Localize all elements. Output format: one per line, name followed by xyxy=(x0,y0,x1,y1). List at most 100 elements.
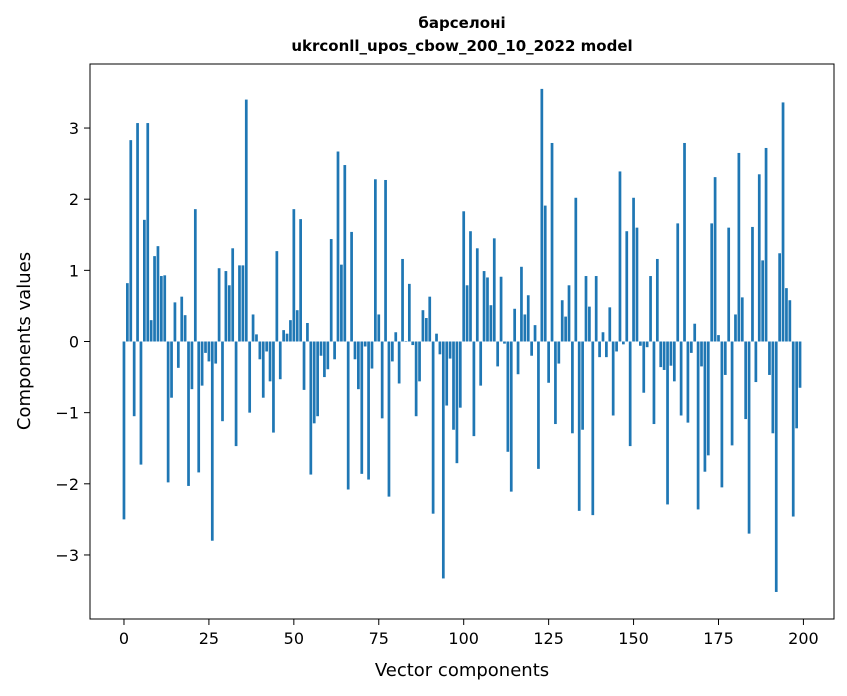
bar-132 xyxy=(571,341,574,434)
bar-179 xyxy=(730,341,734,446)
bar-191 xyxy=(771,341,775,434)
bar-66 xyxy=(346,341,350,490)
bar-181 xyxy=(737,152,741,342)
bar-146 xyxy=(618,171,622,342)
x-tick-label: 175 xyxy=(703,629,734,648)
bar-128 xyxy=(557,341,561,364)
bar-98 xyxy=(455,341,459,464)
x-tick-label: 0 xyxy=(119,629,129,648)
bar-9 xyxy=(153,256,156,342)
bar-153 xyxy=(642,341,646,393)
bar-160 xyxy=(666,341,669,505)
x-tick-label: 125 xyxy=(533,629,564,648)
bar-45 xyxy=(275,251,279,342)
bar-147 xyxy=(622,341,625,345)
bar-44 xyxy=(272,341,275,433)
bar-31 xyxy=(227,285,231,342)
bar-34 xyxy=(238,265,241,342)
bar-33 xyxy=(234,341,238,447)
bar-175 xyxy=(717,335,720,342)
bar-120 xyxy=(530,341,533,356)
bar-38 xyxy=(251,314,255,342)
bar-70 xyxy=(360,341,364,474)
bar-155 xyxy=(649,276,652,342)
bar-4 xyxy=(136,123,139,342)
bar-15 xyxy=(173,302,177,342)
bar-7 xyxy=(146,123,150,342)
bar-84 xyxy=(407,283,411,342)
bar-49 xyxy=(289,320,292,342)
x-tick-label: 50 xyxy=(284,629,304,648)
bar-188 xyxy=(761,260,765,342)
bar-119 xyxy=(526,295,530,342)
bar-161 xyxy=(669,341,673,366)
bar-0 xyxy=(122,341,126,520)
bar-170 xyxy=(700,341,703,367)
bar-157 xyxy=(655,258,659,342)
bar-41 xyxy=(261,341,265,398)
bar-190 xyxy=(768,341,771,375)
bar-106 xyxy=(482,271,486,342)
bar-50 xyxy=(292,209,296,342)
bar-51 xyxy=(295,310,299,342)
bar-5 xyxy=(139,341,143,465)
bar-199 xyxy=(798,341,802,388)
bar-149 xyxy=(628,341,632,447)
bar-148 xyxy=(625,231,629,342)
chart-title-line2: ukrconll_upos_cbow_200_10_2022 model xyxy=(291,37,632,55)
bar-118 xyxy=(523,314,527,342)
bar-140 xyxy=(598,341,601,358)
x-tick-label: 200 xyxy=(788,629,819,648)
bar-117 xyxy=(520,266,523,342)
bar-174 xyxy=(713,177,717,342)
bar-183 xyxy=(744,341,748,420)
bar-102 xyxy=(469,231,472,342)
bar-57 xyxy=(316,341,319,417)
bar-167 xyxy=(689,341,693,353)
bar-46 xyxy=(278,341,282,380)
bar-107 xyxy=(486,277,489,342)
chart-title-line1: барселоні xyxy=(418,14,505,32)
bar-105 xyxy=(479,341,483,386)
bar-36 xyxy=(244,99,248,342)
bar-83 xyxy=(404,341,408,342)
bar-12 xyxy=(163,275,167,342)
y-axis-ticks: −3 −2 −1 0 1 2 3 xyxy=(55,119,90,565)
y-tick-label: −2 xyxy=(55,475,79,494)
bar-55 xyxy=(309,341,313,475)
bar-142 xyxy=(605,341,608,358)
bars-group xyxy=(122,88,802,592)
bar-47 xyxy=(282,330,285,342)
bar-1 xyxy=(126,283,129,342)
bar-152 xyxy=(639,341,642,346)
bar-21 xyxy=(193,209,197,342)
bar-62 xyxy=(333,341,336,360)
bar-42 xyxy=(265,341,269,352)
bar-180 xyxy=(734,314,737,342)
bar-25 xyxy=(207,341,211,362)
bar-111 xyxy=(499,276,503,342)
bar-104 xyxy=(475,248,479,342)
bar-73 xyxy=(370,341,374,369)
bar-19 xyxy=(187,341,190,486)
bar-163 xyxy=(676,223,680,342)
bar-114 xyxy=(509,341,513,492)
bar-37 xyxy=(248,341,252,413)
bar-64 xyxy=(340,264,343,342)
bar-182 xyxy=(740,297,744,342)
bar-32 xyxy=(231,248,235,342)
bar-122 xyxy=(537,341,540,469)
bar-90 xyxy=(428,296,432,342)
bar-150 xyxy=(632,197,635,342)
y-tick-label: −3 xyxy=(55,546,79,565)
bar-71 xyxy=(363,341,367,347)
bar-173 xyxy=(710,223,714,342)
bar-126 xyxy=(550,142,554,342)
bar-143 xyxy=(608,307,612,342)
bar-112 xyxy=(503,341,506,344)
bar-30 xyxy=(224,271,228,342)
bar-92 xyxy=(435,333,438,342)
bar-86 xyxy=(414,341,418,417)
bar-43 xyxy=(268,341,272,382)
